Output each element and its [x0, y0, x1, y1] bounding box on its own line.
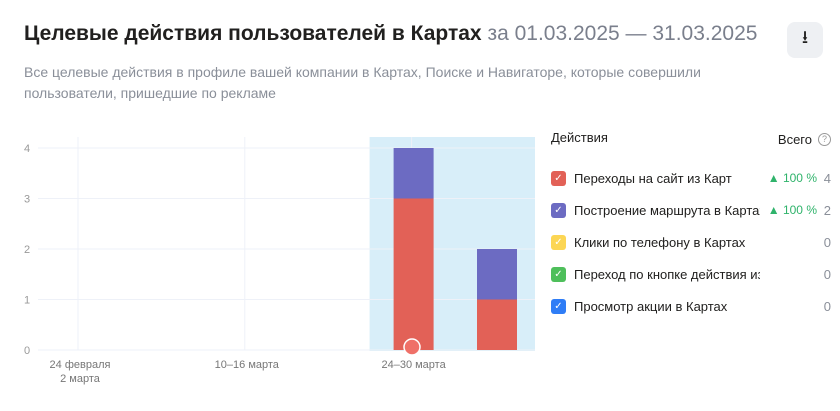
checkbox-icon[interactable]: ✓ — [551, 202, 566, 218]
annotation-marker — [403, 338, 421, 356]
help-icon[interactable]: ? — [818, 132, 831, 146]
x-tick-label: 24 февраля — [50, 359, 111, 371]
bar-segment — [393, 148, 434, 199]
y-tick-label: 4 — [24, 143, 30, 155]
legend-item[interactable]: ✓ Построение маршрута в Картах ▲ 100 % 2 — [551, 194, 831, 226]
download-button[interactable]: ⭳ — [787, 22, 823, 58]
y-tick-label: 0 — [24, 345, 30, 357]
change-badge: ▲ 100 % — [767, 171, 817, 185]
legend: Действия Всего? ✓ Переходы на сайт из Ка… — [551, 130, 831, 322]
page-title: Целевые действия пользователей в Картах … — [24, 22, 758, 45]
bar-segment — [393, 198, 434, 350]
change-badge: ▲ 100 % — [767, 203, 817, 217]
period: за 01.03.2025 — 31.03.2025 — [487, 22, 758, 45]
y-tick-label: 1 — [24, 295, 30, 307]
legend-total: 0 — [823, 266, 831, 282]
x-tick-label: 24–30 марта — [381, 359, 446, 371]
legend-label: Переходы на сайт из Карт — [574, 170, 732, 186]
legend-label: Переход по кнопке действия из Карт — [574, 266, 760, 282]
legend-label: Просмотр акции в Картах — [574, 298, 728, 314]
total-header: Всего — [777, 131, 812, 147]
bar-segment — [477, 299, 517, 350]
x-tick-label: 10–16 марта — [215, 359, 280, 371]
legend-header: Действия — [551, 130, 608, 145]
subtitle: Все целевые действия в профиле вашей ком… — [24, 64, 701, 101]
legend-item[interactable]: ✓ Переходы на сайт из Карт ▲ 100 % 4 — [551, 162, 831, 194]
legend-total: 4 — [823, 170, 831, 186]
chart: 0 1 2 3 4 24 февраля 2 марта 10–16 марта 24–30 м… — [24, 137, 535, 385]
legend-total: 0 — [823, 298, 831, 314]
download-icon: ⭳ — [801, 27, 809, 47]
y-tick-label: 2 — [24, 244, 30, 256]
checkbox-icon[interactable]: ✓ — [551, 298, 566, 314]
legend-item[interactable]: ✓ Переход по кнопке действия из Карт 0 — [551, 258, 831, 290]
legend-item[interactable]: ✓ Просмотр акции в Картах 0 — [551, 290, 831, 322]
checkbox-icon[interactable]: ✓ — [551, 170, 566, 186]
legend-item[interactable]: ✓ Клики по телефону в Картах 0 — [551, 226, 831, 258]
y-tick-label: 3 — [24, 194, 30, 206]
legend-label: Клики по телефону в Картах — [574, 234, 746, 250]
bar-segment — [477, 249, 517, 300]
legend-total: 0 — [823, 234, 831, 250]
checkbox-icon[interactable]: ✓ — [551, 234, 566, 250]
x-tick-label: 2 марта — [60, 373, 101, 385]
checkbox-icon[interactable]: ✓ — [551, 266, 566, 282]
legend-total: 2 — [823, 202, 831, 218]
legend-label: Построение маршрута в Картах — [574, 202, 760, 218]
